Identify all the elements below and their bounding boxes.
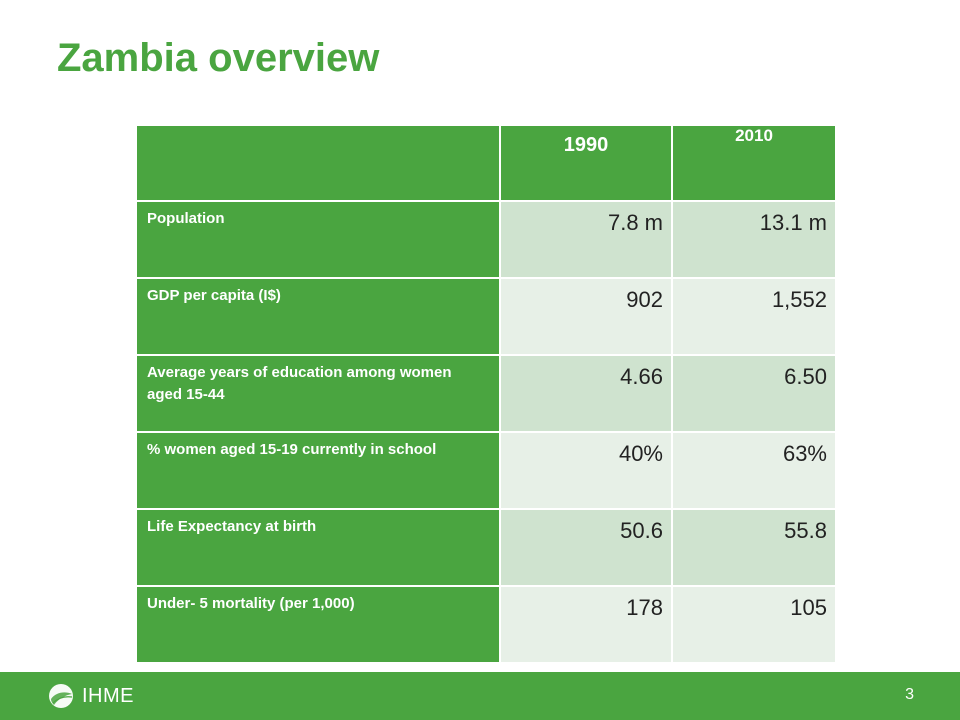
table-row: GDP per capita (I$) 902 1,552 [135,277,837,356]
table-row: Life Expectancy at birth 50.6 55.8 [135,508,837,587]
header-2010: 2010 [671,124,837,202]
row-label: Life Expectancy at birth [135,508,501,587]
value-1990: 902 [499,277,673,356]
value-2010: 63% [671,431,837,510]
header-blank-cell [135,124,501,202]
footer-bar: IHME 3 [0,672,960,720]
value-1990: 50.6 [499,508,673,587]
value-1990: 7.8 m [499,200,673,279]
value-2010: 1,552 [671,277,837,356]
row-label: Average years of education among women a… [135,354,501,433]
value-2010: 55.8 [671,508,837,587]
table-row: Under- 5 mortality (per 1,000) 178 105 [135,585,837,664]
value-1990: 178 [499,585,673,664]
page-number: 3 [905,686,914,703]
value-1990: 4.66 [499,354,673,433]
row-label: Under- 5 mortality (per 1,000) [135,585,501,664]
table-header-row: 1990 2010 [135,124,837,202]
row-label: Population [135,200,501,279]
value-2010: 105 [671,585,837,664]
table-row: % women aged 15-19 currently in school 4… [135,431,837,510]
row-label: GDP per capita (I$) [135,277,501,356]
table-row: Average years of education among women a… [135,354,837,433]
value-2010: 6.50 [671,354,837,433]
page-title: Zambia overview [57,36,380,80]
ihme-logo: IHME [48,681,148,711]
ihme-leaf-icon [49,684,73,708]
logo-text: IHME [82,684,134,707]
table-row: Population 7.8 m 13.1 m [135,200,837,279]
overview-table: 1990 2010 Population 7.8 m 13.1 m GDP pe… [135,124,837,664]
header-1990: 1990 [499,124,673,202]
value-2010: 13.1 m [671,200,837,279]
value-1990: 40% [499,431,673,510]
row-label: % women aged 15-19 currently in school [135,431,501,510]
